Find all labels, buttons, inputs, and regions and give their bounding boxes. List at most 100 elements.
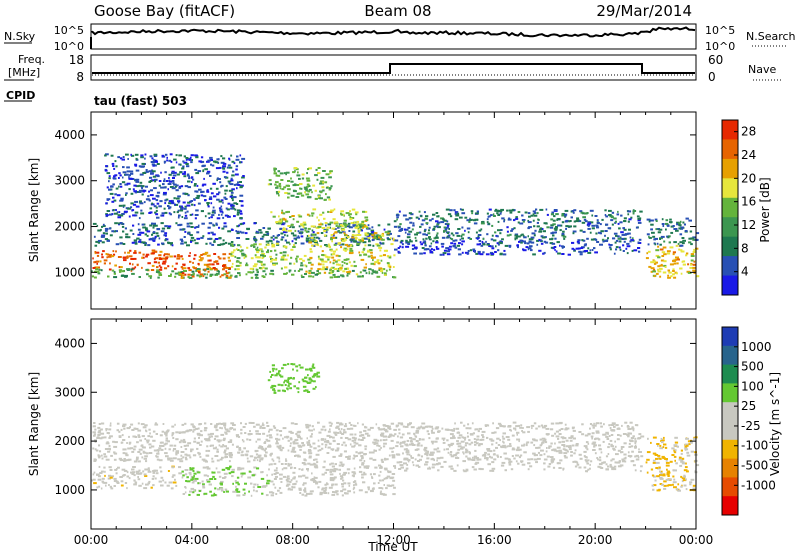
colorbar-swatch [722, 158, 738, 179]
scatter-region [91, 268, 397, 279]
n-sky-label: N.Sky [4, 30, 36, 43]
colorbar-tick-label: 4 [741, 265, 749, 279]
cpid-value: tau (fast) 503 [94, 94, 187, 108]
velocity-panel: 1000 2000 3000 4000 Slant Range [km] 00:00 0… [27, 318, 714, 554]
cpid-label: CPID [6, 89, 35, 102]
colorbar-tick-label: 20 [741, 171, 756, 185]
x-tick-label: 12:00 [376, 533, 411, 547]
n-sky-trace [91, 26, 696, 38]
y-tick-label: 2000 [54, 434, 85, 448]
y-tick-label: 4000 [54, 336, 85, 350]
velocity-colorbar: 1000 500 100 25 -25 -100 -500 -1000 [721, 326, 776, 516]
colorbar-swatch [722, 256, 738, 277]
nave-tick-0: 0 [708, 70, 716, 84]
colorbar-swatch [722, 496, 738, 516]
scatter-region [645, 244, 700, 279]
scatter-region [230, 242, 307, 270]
scatter-region [646, 217, 700, 247]
scatter-region [305, 231, 396, 275]
velocity-ylabel: Slant Range [km] [27, 372, 41, 476]
colorbar-frame [721, 326, 739, 516]
colorbar-tick-label: 12 [741, 218, 756, 232]
colorbar-frame [721, 119, 739, 296]
scatter-region [268, 460, 396, 497]
colorbar-swatch [722, 439, 738, 460]
date-title: 29/Mar/2014 [596, 2, 692, 20]
scatter-region [92, 222, 394, 247]
colorbar-swatch [722, 458, 738, 478]
y-tick-label: 1000 [54, 265, 85, 279]
noise-panel: N.Sky 10^5 10^0 10^5 10^0 N.Search [4, 23, 796, 53]
scatter-region [181, 465, 271, 497]
scatter-region [179, 251, 232, 279]
colorbar-swatch [722, 178, 738, 199]
colorbar-swatch [722, 197, 738, 218]
colorbar-swatch [722, 402, 738, 422]
colorbar-tick-label: 1000 [741, 340, 772, 354]
scatter-region [645, 436, 700, 492]
time-ut-label: Time UT [367, 540, 418, 554]
power-colorbar: 4 8 12 16 20 24 28 [721, 119, 756, 296]
colorbar-swatch [722, 421, 738, 441]
x-tick-label: 20:00 [578, 533, 613, 547]
scatter-region [267, 167, 333, 201]
colorbar-swatch [722, 383, 738, 403]
colorbar-tick-label: -1000 [741, 478, 776, 492]
colorbar-tick-label: 500 [741, 360, 764, 374]
scatter-region [92, 249, 183, 272]
scatter-region [270, 208, 369, 234]
power-ylabel: Slant Range [km] [27, 158, 41, 262]
nave-label: Nave [748, 63, 776, 76]
colorbar-tick-label: 24 [741, 148, 756, 162]
n-search-label: N.Search [746, 30, 796, 43]
beam-title: Beam 08 [364, 2, 431, 20]
colorbar-swatch [722, 139, 738, 160]
colorbar-tick-label: 100 [741, 379, 764, 393]
scatter-region [92, 421, 397, 463]
colorbar-swatch [722, 236, 738, 257]
y-tick-label: 1000 [54, 483, 85, 497]
colorbar-tick-label: -25 [741, 419, 761, 433]
frequency-trace [92, 63, 695, 74]
freq-tick-8: 8 [76, 70, 84, 84]
colorbar-swatch [722, 327, 738, 347]
x-tick-label: 16:00 [477, 533, 512, 547]
freq-label: Freq. [18, 53, 45, 66]
x-tick-label: 00:00 [679, 533, 714, 547]
colorbar-tick-label: -500 [741, 459, 768, 473]
station-title: Goose Bay (fitACF) [94, 2, 235, 20]
scatter-region [91, 465, 182, 490]
colorbar-swatch [722, 345, 738, 366]
scatter-region [104, 153, 246, 220]
y-tick-label: 3000 [54, 174, 85, 188]
noise-tick-bottom: 10^0 [54, 40, 84, 53]
freq-tick-18: 18 [69, 53, 84, 67]
velocity-colorbar-label: Velocity [m s^-1] [768, 372, 782, 476]
scatter-region [394, 421, 645, 473]
x-tick-label: 04:00 [175, 533, 210, 547]
y-tick-label: 4000 [54, 128, 85, 142]
colorbar-tick-label: 25 [741, 399, 756, 413]
power-colorbar-label: Power [dB] [758, 177, 772, 242]
nave-tick-60: 60 [708, 53, 723, 67]
x-tick-label: 00:00 [74, 533, 109, 547]
scatter-region [267, 363, 321, 394]
scatter-region [393, 208, 643, 243]
noise-tick-top-right: 10^5 [705, 24, 735, 37]
noise-tick-bottom-right: 10^0 [705, 40, 735, 53]
frequency-panel: Freq. [MHz] 18 8 60 0 Nave [4, 53, 782, 84]
scatter-region [394, 240, 642, 256]
noise-tick-top: 10^5 [54, 24, 84, 37]
colorbar-swatch [722, 275, 738, 296]
y-tick-label: 2000 [54, 220, 85, 234]
colorbar-swatch [722, 364, 738, 384]
colorbar-tick-label: 28 [741, 125, 756, 139]
x-tick-label: 08:00 [275, 533, 310, 547]
colorbar-tick-label: 16 [741, 195, 756, 209]
power-panel: 1000 2000 3000 4000 Slant Range [km] [27, 111, 700, 310]
y-tick-label: 3000 [54, 385, 85, 399]
colorbar-tick-label: -100 [741, 439, 768, 453]
colorbar-swatch [722, 477, 738, 497]
colorbar-swatch [722, 217, 738, 238]
